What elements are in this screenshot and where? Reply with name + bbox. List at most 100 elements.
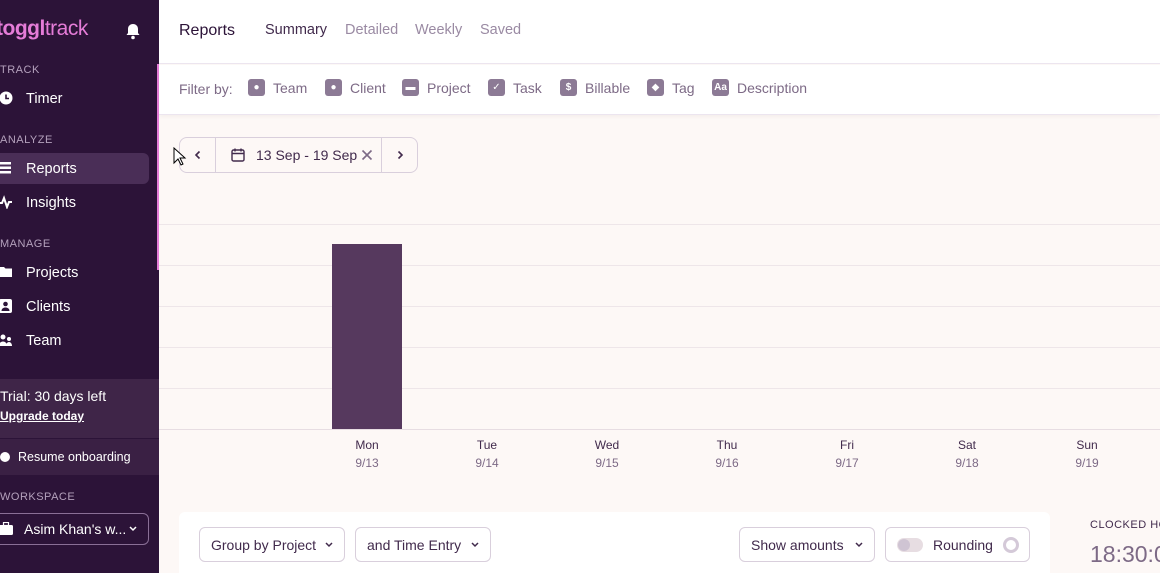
close-icon[interactable] — [361, 149, 373, 161]
mouse-cursor-icon — [173, 147, 187, 166]
x-axis-date-label: 9/15 — [595, 456, 619, 470]
trial-text: Trial: 30 days left — [0, 388, 107, 404]
chart-gridline — [159, 347, 1160, 348]
chevron-down-icon — [129, 526, 137, 532]
folder-icon — [0, 267, 12, 277]
section-label-manage: MANAGE — [0, 238, 51, 250]
briefcase-icon — [0, 522, 13, 535]
filter-client[interactable]: ● Client — [325, 79, 386, 96]
chevron-down-icon — [471, 542, 479, 548]
filter-tag[interactable]: ◆ Tag — [647, 79, 695, 96]
filter-task[interactable]: ✓ Task — [488, 79, 542, 96]
subgroup-label: and Time Entry — [367, 536, 462, 553]
tab-summary[interactable]: Summary — [265, 22, 328, 38]
resume-onboarding-button[interactable]: Resume onboarding — [0, 439, 159, 475]
gear-icon[interactable] — [1003, 537, 1019, 553]
sidebar-item-label: Clients — [26, 298, 71, 315]
x-axis-day-label: Wed — [594, 438, 620, 452]
tab-weekly[interactable]: Weekly — [415, 22, 463, 38]
chart-bar[interactable] — [332, 244, 402, 429]
team-icon: ● — [248, 79, 265, 96]
header: Reports Summary Detailed Weekly Saved — [159, 0, 1160, 64]
clocked-hours-label: CLOCKED HO — [1090, 519, 1160, 531]
sidebar-item-label: Reports — [26, 160, 77, 177]
toggl-logo[interactable]: toggltrack — [0, 17, 88, 41]
show-amounts-label: Show amounts — [751, 536, 844, 553]
bar-chart: Mon 9/13 Tue 9/14 Wed 9/15 Thu 9/16 Fri 9/17 Sat 9/… — [159, 180, 1160, 480]
workspace-name: Asim Khan's w... — [24, 521, 127, 537]
date-range-text[interactable]: 13 Sep - 19 Sep — [256, 147, 358, 163]
tab-detailed[interactable]: Detailed — [345, 22, 399, 38]
accent-bar — [157, 64, 159, 270]
chevron-down-icon — [855, 542, 863, 548]
sidebar-item-label: Projects — [26, 264, 79, 281]
bell-icon[interactable] — [124, 22, 142, 40]
chart-baseline — [159, 429, 1160, 430]
chevron-left-icon — [194, 150, 200, 160]
x-axis-date-label: 9/17 — [835, 456, 859, 470]
sidebar-item-label: Insights — [26, 194, 76, 211]
tab-saved[interactable]: Saved — [480, 22, 522, 38]
x-axis-date-label: 9/19 — [1075, 456, 1099, 470]
x-axis-date-label: 9/14 — [475, 456, 499, 470]
rounding-toggle[interactable] — [897, 537, 923, 552]
upgrade-link[interactable]: Upgrade today — [0, 409, 85, 423]
filter-billable[interactable]: $ Billable — [560, 79, 630, 96]
show-amounts-select[interactable]: Show amounts — [739, 527, 875, 562]
onboarding-label: Resume onboarding — [18, 450, 131, 464]
calendar-icon — [231, 148, 245, 162]
chart-gridline — [159, 388, 1160, 389]
x-axis-day-label: Fri — [840, 438, 854, 452]
filter-bar: Filter by: ● Team ● Client ▬ Project ✓ Task … — [159, 65, 1160, 115]
sidebar-item-team[interactable]: Team — [0, 325, 149, 356]
chart-gridline — [159, 224, 1160, 225]
tag-icon: ◆ — [647, 79, 664, 96]
reports-icon — [0, 162, 11, 174]
logo-main-text: toggl — [0, 17, 45, 40]
filter-label-billable: Billable — [585, 79, 631, 96]
team-icon — [0, 334, 12, 346]
sidebar-item-insights[interactable]: Insights — [0, 187, 149, 218]
filter-label-description: Description — [737, 79, 808, 96]
sidebar-item-reports[interactable]: Reports — [0, 153, 149, 184]
filter-label-project: Project — [427, 79, 471, 96]
x-axis-day-label: Sun — [1076, 438, 1098, 452]
dollar-icon: $ — [560, 79, 577, 96]
filter-project[interactable]: ▬ Project — [402, 79, 471, 96]
section-label-track: TRACK — [0, 64, 40, 76]
sidebar-item-clients[interactable]: Clients — [0, 291, 149, 322]
sidebar-item-label: Timer — [26, 90, 63, 107]
folder-icon: ▬ — [402, 79, 419, 96]
x-axis-date-label: 9/13 — [355, 456, 379, 470]
sidebar-item-projects[interactable]: Projects — [0, 257, 149, 288]
sidebar-item-label: Team — [26, 332, 62, 349]
x-axis-day-label: Tue — [476, 438, 498, 452]
filter-label-team: Team — [273, 79, 308, 96]
filter-label: Filter by: — [179, 81, 233, 97]
filter-label-tag: Tag — [672, 79, 695, 96]
chart-gridline — [159, 265, 1160, 266]
sidebar-item-timer[interactable]: Timer — [0, 83, 149, 114]
filter-label-task: Task — [513, 79, 542, 96]
trial-box: Trial: 30 days left Upgrade today — [0, 379, 159, 438]
filter-team[interactable]: ● Team — [248, 79, 307, 96]
x-axis-date-label: 9/16 — [715, 456, 739, 470]
section-label-analyze: ANALYZE — [0, 134, 53, 146]
x-axis-day-label: Sat — [957, 438, 976, 452]
subgroup-select[interactable]: and Time Entry — [355, 527, 491, 562]
clocked-hours-value: 18:30:0 — [1090, 541, 1160, 567]
group-by-label: Group by Project — [211, 536, 317, 553]
previous-week-button[interactable] — [180, 138, 216, 172]
page-title: Reports — [179, 22, 236, 39]
chart-gridline — [159, 306, 1160, 307]
logo-sub-text: track — [44, 17, 89, 40]
rounding-control[interactable]: Rounding — [885, 527, 1030, 562]
group-by-select[interactable]: Group by Project — [199, 527, 345, 562]
section-label-workspace: WORKSPACE — [0, 491, 76, 503]
rounding-label: Rounding — [933, 536, 993, 553]
filter-description[interactable]: Aa Description — [712, 79, 807, 96]
x-axis-day-label: Mon — [355, 438, 379, 452]
workspace-select[interactable]: Asim Khan's w... — [0, 513, 149, 545]
sidebar: toggltrack TRACK Timer ANALYZE Reports I… — [0, 0, 159, 573]
next-week-button[interactable] — [381, 138, 417, 172]
